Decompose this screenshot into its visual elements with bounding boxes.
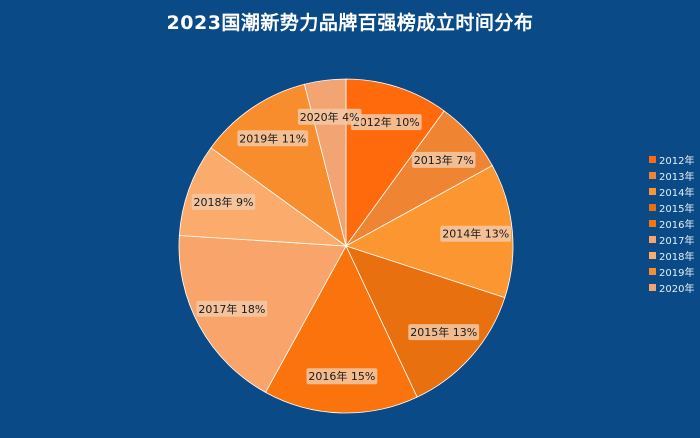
legend-swatch [649,203,656,211]
legend-label: 2015年 [659,203,695,215]
legend-label: 2017年 [659,235,695,247]
legend-label: 2014年 [659,187,695,199]
svg-text:2019年 11%: 2019年 11% [239,131,306,145]
svg-text:2017年 18%: 2017年 18% [198,302,265,316]
legend-swatch [649,171,656,179]
data-label-2020年: 2020年 4% [297,108,362,125]
legend-item-2019年: 2019年 [649,263,694,279]
legend-label: 2020年 [659,283,695,295]
data-label-2016年: 2016年 15% [306,368,378,385]
data-label-2012年: 2012年 10% [350,114,422,131]
legend-label: 2019年 [659,267,695,279]
svg-text:2020年 4%: 2020年 4% [300,110,360,124]
data-label-2017年: 2017年 18% [196,300,268,317]
legend-item-2012年: 2012年 [649,151,694,167]
legend-item-2018年: 2018年 [649,247,694,263]
svg-text:2018年 9%: 2018年 9% [193,195,253,209]
legend-swatch [649,283,656,291]
svg-text:2012年 10%: 2012年 10% [353,115,420,129]
pie-slice-2016年 [265,245,418,414]
legend-swatch [649,267,656,275]
legend-label: 2018年 [659,251,695,263]
legend-label: 2012年 [659,155,695,167]
data-label-2014年: 2014年 13% [440,225,512,242]
pie-slice-2014年 [344,165,514,299]
legend-item-2020年: 2020年 [649,279,694,295]
legend-item-2017年: 2017年 [649,231,694,247]
legend-swatch [649,155,656,163]
legend-label: 2013年 [659,171,695,183]
svg-text:2016年 15%: 2016年 15% [308,369,375,383]
pie-slice-2015年 [345,245,506,398]
pie-slice-2018年 [178,147,348,247]
svg-text:2015年 13%: 2015年 13% [410,325,477,339]
data-labels: 2012年 10% 2013年 7% 2014年 13% 2015年 13% 2016年… [191,108,512,385]
legend-item-2013年: 2013年 [649,167,694,183]
data-label-2018年: 2018年 9% [191,193,256,210]
legend-swatch [649,251,656,259]
legend-item-2015年: 2015年 [649,199,694,215]
svg-text:2014年 13%: 2014年 13% [442,227,509,241]
chart-title: 2023国潮新势力品牌百强榜成立时间分布 [166,12,534,34]
legend-item-2014年: 2014年 [649,183,694,199]
legend-swatch [649,219,656,227]
legend-item-2016年: 2016年 [649,215,694,231]
svg-text:2013年 7%: 2013年 7% [414,153,474,167]
data-label-2013年: 2013年 7% [411,151,476,168]
data-label-2019年: 2019年 11% [237,130,309,147]
legend-label: 2016年 [659,219,695,231]
legend-swatch [649,187,656,195]
legend-swatch [649,235,656,243]
legend: 2012年 2013年 2014年 2015年 2016年 2017年 2018年 2019年… [649,151,694,295]
data-label-2015年: 2015年 13% [408,324,480,341]
